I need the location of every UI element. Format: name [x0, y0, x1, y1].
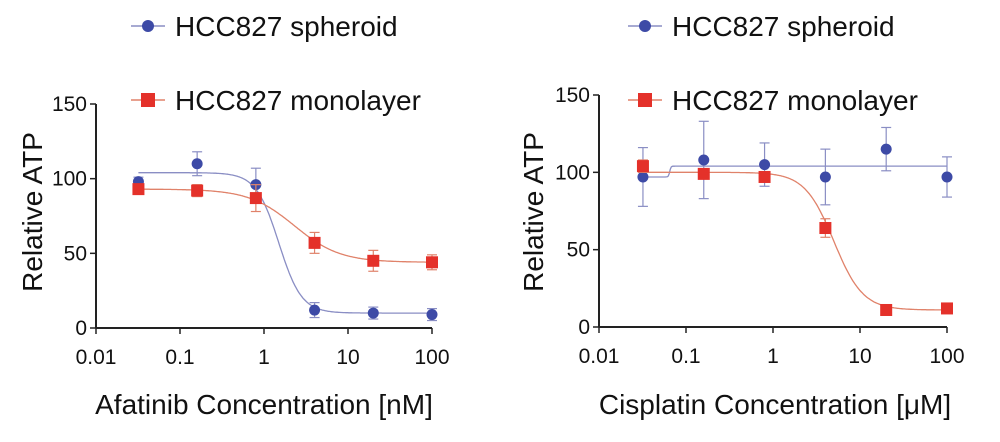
series-monolayer: [636, 159, 953, 316]
legend-label-monolayer-right: HCC827 monolayer: [672, 85, 918, 116]
x-tick-label: 1: [767, 345, 779, 368]
series-spheroid: [132, 151, 438, 322]
x-tick-label: 10: [848, 345, 871, 368]
x-tick-label: 100: [929, 345, 964, 368]
y-tick-label: 0: [578, 316, 590, 339]
chart-right: Relative ATP Cisplatin Concentration [μM…: [518, 11, 951, 420]
x-tick-label: 0.01: [76, 346, 117, 369]
data-point-spheroid: [191, 158, 203, 170]
data-point-monolayer: [191, 184, 204, 197]
fit-curve-monolayer: [138, 188, 432, 263]
y-tick-label: 0: [75, 317, 87, 340]
legend-symbol-spheroid-right: [628, 20, 662, 32]
series-spheroid: [637, 120, 953, 207]
legend-label-monolayer-left: HCC827 monolayer: [175, 85, 421, 116]
x-tick-label: 10: [336, 346, 359, 369]
data-point-spheroid: [309, 304, 321, 316]
y-tick-label: 150: [52, 93, 87, 116]
legend-label-spheroid-left: HCC827 spheroid: [175, 11, 398, 42]
data-point-spheroid: [819, 171, 831, 183]
x-tick-label: 1: [258, 346, 270, 369]
x-tick-label: 0.1: [671, 345, 700, 368]
legend-marker-square: [141, 93, 155, 107]
data-point-monolayer: [308, 236, 321, 249]
data-point-monolayer: [819, 222, 832, 235]
legend-symbol-monolayer-right: [628, 93, 662, 107]
y-tick-label: 150: [555, 84, 590, 107]
y-tick-label: 100: [555, 161, 590, 184]
data-point-spheroid: [941, 171, 953, 183]
data-point-spheroid: [759, 159, 771, 171]
legend-symbol-spheroid-left: [131, 20, 165, 32]
data-point-spheroid: [698, 154, 710, 166]
plot-area-left: 0 50 100 150 0.01 0.1 1 10 100: [52, 93, 450, 369]
data-point-spheroid: [426, 309, 438, 321]
x-tick-label: 100: [414, 346, 449, 369]
data-point-monolayer: [426, 256, 438, 269]
data-point-monolayer: [758, 170, 771, 183]
legend-marker-circle: [142, 20, 154, 32]
data-point-monolayer: [249, 192, 262, 205]
legend-marker-square: [638, 93, 652, 107]
legend-label-spheroid-right: HCC827 spheroid: [672, 11, 895, 42]
y-tick-label: 50: [64, 242, 87, 265]
y-axis-title-right: Relative ATP: [518, 132, 549, 292]
x-axis-title-right: Cisplatin Concentration [μM]: [599, 389, 951, 420]
chart-left: Relative ATP Afatinib Concentration [nM]…: [17, 11, 433, 420]
fit-curve-spheroid: [138, 172, 432, 314]
series-monolayer: [132, 183, 438, 272]
plot-area-right: 0 50 100 150 0.01 0.1 1 10 100: [555, 84, 965, 368]
data-point-monolayer: [636, 160, 649, 173]
data-point-monolayer: [697, 167, 710, 180]
data-point-spheroid: [637, 171, 649, 183]
y-axis-title-left: Relative ATP: [17, 132, 48, 292]
y-tick-label: 100: [52, 168, 87, 191]
legend-marker-circle: [639, 20, 651, 32]
fit-curve-spheroid: [642, 165, 947, 178]
x-tick-label: 0.01: [579, 345, 620, 368]
fit-curve-monolayer: [642, 171, 947, 311]
data-point-spheroid: [880, 143, 892, 155]
data-point-monolayer: [367, 254, 380, 267]
legend-symbol-monolayer-left: [131, 93, 165, 107]
data-point-monolayer: [880, 303, 893, 316]
data-point-spheroid: [367, 307, 379, 319]
x-tick-label: 0.1: [165, 346, 194, 369]
y-tick-label: 50: [567, 239, 590, 262]
data-point-monolayer: [941, 302, 953, 315]
data-point-monolayer: [132, 183, 145, 196]
x-axis-title-left: Afatinib Concentration [nM]: [95, 389, 433, 420]
